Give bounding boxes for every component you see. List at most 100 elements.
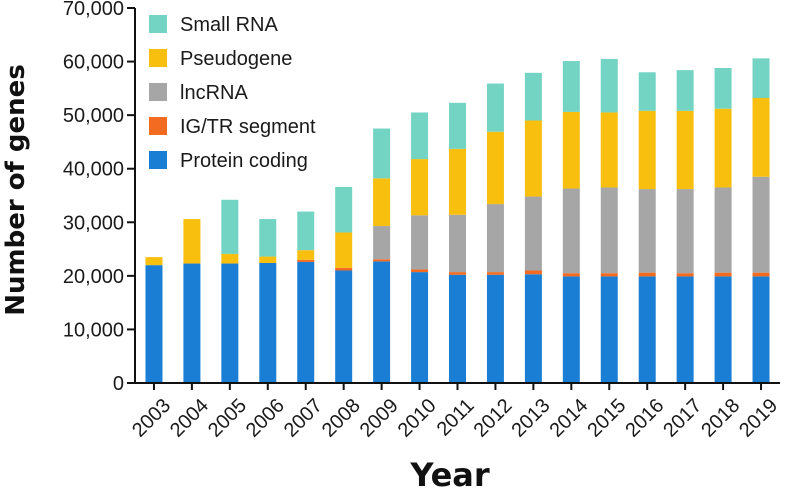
bar-ig-tr-segment-2010 xyxy=(411,269,429,273)
bar-small-rna-2005 xyxy=(221,199,239,254)
bar-protein-coding-2004 xyxy=(183,263,201,383)
bar-small-rna-2010 xyxy=(411,112,429,160)
x-tick-label: 2011 xyxy=(433,395,479,441)
bar-protein-coding-2003 xyxy=(145,265,163,383)
y-tick-label: 20,000 xyxy=(63,266,124,288)
bar-small-rna-2007 xyxy=(297,211,315,251)
bar-small-rna-2018 xyxy=(714,68,732,109)
bar-pseudogene-2016 xyxy=(638,110,656,190)
bar-protein-coding-2019 xyxy=(752,276,770,383)
bar-pseudogene-2009 xyxy=(373,178,391,227)
bar-ig-tr-segment-2013 xyxy=(524,270,542,275)
legend-swatch-pseudogene xyxy=(149,49,167,67)
x-tick-label: 2014 xyxy=(545,395,592,442)
bar-ig-tr-segment-2008 xyxy=(335,267,353,271)
bar-pseudogene-2004 xyxy=(183,219,201,264)
bar-small-rna-2017 xyxy=(676,70,694,111)
bar-lncrna-2014 xyxy=(562,188,580,274)
bar-ig-tr-segment-2019 xyxy=(752,272,770,277)
legend-swatch-protein-coding xyxy=(149,151,167,169)
bar-pseudogene-2011 xyxy=(449,148,466,215)
y-tick-label: 50,000 xyxy=(63,105,124,127)
legend: Small RNA Pseudogene lncRNA IG/TR segment Pr… xyxy=(149,14,316,172)
bar-pseudogene-2008 xyxy=(335,232,353,268)
bar-pseudogene-2017 xyxy=(676,110,694,190)
bar-pseudogene-2007 xyxy=(297,250,315,260)
x-tick-label: 2015 xyxy=(583,395,630,442)
y-tick-label: 30,000 xyxy=(63,212,124,234)
bar-small-rna-2009 xyxy=(373,128,391,179)
bar-small-rna-2016 xyxy=(638,72,656,111)
bar-pseudogene-2018 xyxy=(714,108,732,188)
bar-pseudogene-2015 xyxy=(600,112,618,188)
x-axis-title: Year xyxy=(409,456,490,489)
legend-label-pseudogene: Pseudogene xyxy=(180,48,292,70)
x-tick-label: 2008 xyxy=(318,395,365,442)
x-tick-label: 2010 xyxy=(394,395,441,442)
legend-label-lncrna: lncRNA xyxy=(180,82,248,104)
bar-pseudogene-2012 xyxy=(486,131,504,205)
bar-protein-coding-2012 xyxy=(486,274,504,383)
x-ticks-group: 2003200420052006200720082009201020112012… xyxy=(128,383,782,442)
bar-pseudogene-2006 xyxy=(259,256,277,263)
x-tick-label: 2012 xyxy=(470,395,517,442)
x-tick-label: 2019 xyxy=(735,395,782,442)
bar-lncrna-2019 xyxy=(752,176,770,273)
bar-ig-tr-segment-2015 xyxy=(600,273,618,277)
bar-lncrna-2017 xyxy=(676,189,694,274)
bar-lncrna-2011 xyxy=(449,214,466,273)
bar-small-rna-2006 xyxy=(259,219,277,257)
bar-lncrna-2010 xyxy=(411,215,429,270)
bar-protein-coding-2014 xyxy=(562,276,580,383)
legend-swatch-ig-tr-segment xyxy=(149,117,167,135)
bar-lncrna-2015 xyxy=(600,187,618,274)
y-tick-label: 70,000 xyxy=(63,0,124,20)
x-tick-label: 2009 xyxy=(356,395,403,442)
bar-lncrna-2009 xyxy=(373,226,391,260)
bar-protein-coding-2017 xyxy=(676,276,694,383)
legend-label-ig-tr-segment: IG/TR segment xyxy=(180,116,316,138)
y-tick-label: 60,000 xyxy=(63,52,124,74)
bar-ig-tr-segment-2017 xyxy=(676,273,694,277)
bar-lncrna-2012 xyxy=(486,204,504,273)
legend-label-protein-coding: Protein coding xyxy=(180,150,308,172)
bar-ig-tr-segment-2009 xyxy=(373,259,391,262)
x-tick-label: 2018 xyxy=(697,395,744,442)
y-tick-label: 0 xyxy=(113,373,124,395)
bar-small-rna-2013 xyxy=(524,72,542,121)
bar-pseudogene-2014 xyxy=(562,111,580,189)
x-tick-label: 2013 xyxy=(508,395,555,442)
bar-ig-tr-segment-2014 xyxy=(562,273,580,277)
bar-ig-tr-segment-2011 xyxy=(449,272,466,275)
bar-protein-coding-2015 xyxy=(600,276,618,383)
bar-protein-coding-2007 xyxy=(297,261,315,383)
bar-lncrna-2013 xyxy=(524,196,542,271)
bar-pseudogene-2010 xyxy=(411,159,429,216)
bar-pseudogene-2005 xyxy=(221,253,239,264)
x-tick-label: 2006 xyxy=(242,395,289,442)
bar-protein-coding-2008 xyxy=(335,270,353,383)
bar-protein-coding-2018 xyxy=(714,276,732,383)
bar-lncrna-2016 xyxy=(638,189,656,273)
bars-group xyxy=(145,58,770,383)
bar-pseudogene-2013 xyxy=(524,120,542,197)
bar-small-rna-2019 xyxy=(752,58,770,98)
legend-label-small-rna: Small RNA xyxy=(180,14,278,36)
x-tick-label: 2007 xyxy=(280,395,327,442)
bar-protein-coding-2013 xyxy=(524,274,542,383)
bar-small-rna-2014 xyxy=(562,61,580,112)
y-axis-title: Number of genes xyxy=(1,64,31,316)
bar-ig-tr-segment-2012 xyxy=(486,272,504,275)
bar-protein-coding-2009 xyxy=(373,261,391,383)
y-tick-label: 10,000 xyxy=(63,319,124,341)
bar-protein-coding-2016 xyxy=(638,276,656,383)
bar-small-rna-2011 xyxy=(449,102,466,149)
legend-swatch-lncrna xyxy=(149,83,167,101)
x-tick-label: 2003 xyxy=(128,395,175,442)
bar-small-rna-2008 xyxy=(335,186,353,233)
bar-ig-tr-segment-2016 xyxy=(638,272,656,277)
y-tick-label: 40,000 xyxy=(63,159,124,181)
bar-protein-coding-2006 xyxy=(259,263,277,383)
bar-pseudogene-2019 xyxy=(752,98,770,177)
